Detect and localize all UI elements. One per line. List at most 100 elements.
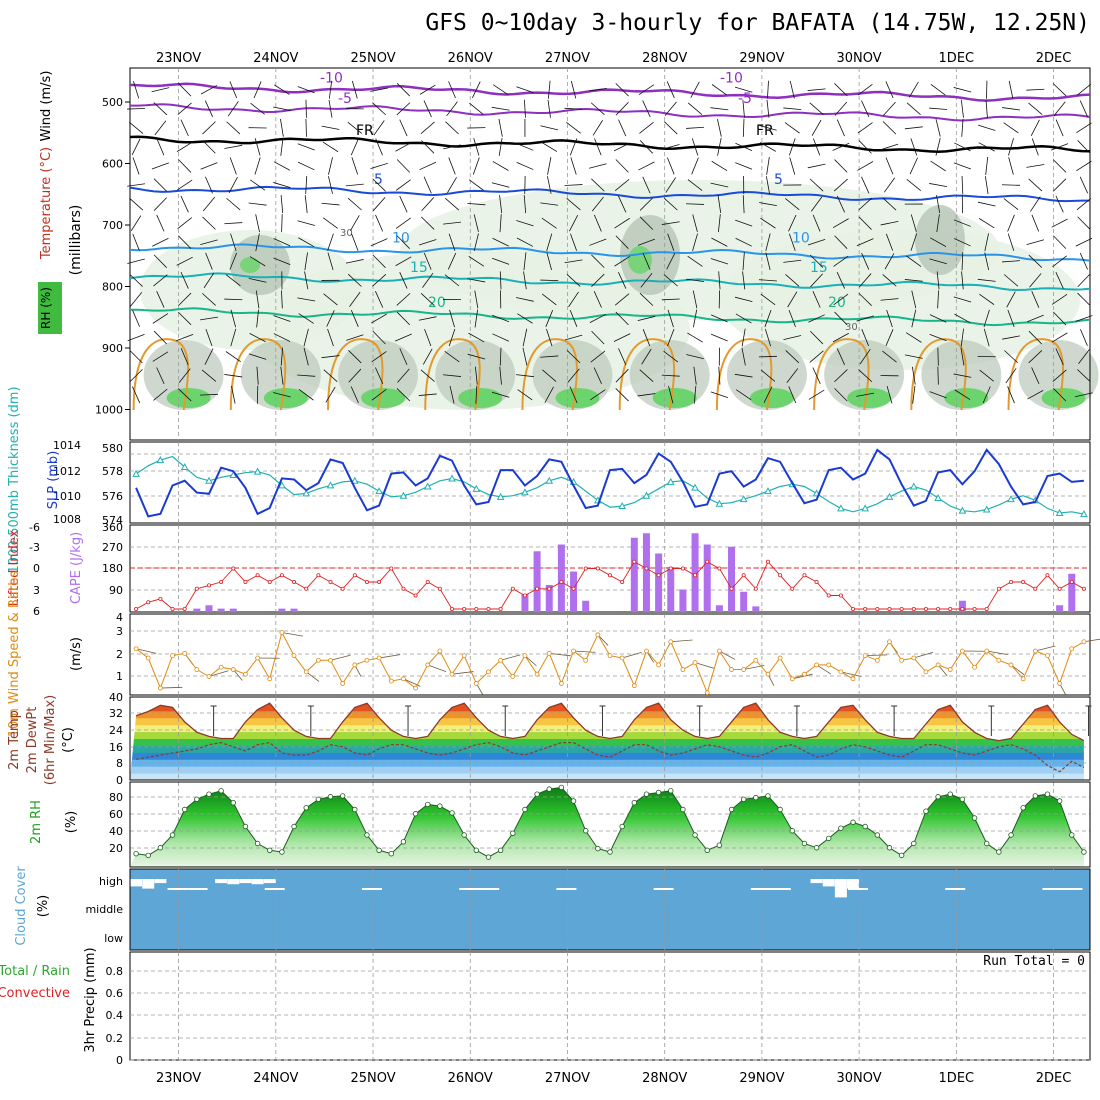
high-cloud-bar: [142, 879, 155, 889]
wind-barb: [178, 292, 192, 307]
wind-barb: [151, 87, 170, 93]
wind-barb: [225, 351, 241, 363]
wind-barb: [255, 290, 260, 309]
wind-barb: [224, 222, 243, 225]
wind-barb: [694, 662, 715, 669]
date-label-top: 29NOV: [739, 51, 784, 66]
wind-barb: [156, 367, 165, 385]
wind-barb: [859, 348, 871, 365]
wind-barb: [443, 144, 461, 150]
wind-barb: [1052, 369, 1067, 382]
wind-barb: [420, 121, 435, 135]
high-cloud-bar: [215, 879, 228, 884]
cape-bar: [715, 605, 723, 612]
wind-barb: [1078, 349, 1090, 365]
rh-point: [267, 847, 273, 853]
wind-barb: [856, 315, 874, 322]
wind-barb: [953, 219, 971, 227]
wind-barb: [254, 138, 261, 156]
lifted-index-point: [729, 586, 734, 591]
rh-point: [534, 791, 540, 797]
wind-barb: [540, 125, 559, 131]
wind-barb: [865, 654, 888, 657]
rh-point: [145, 852, 151, 859]
rh-point: [425, 801, 431, 808]
wind-barb: [1026, 88, 1045, 91]
wind-barb: [930, 84, 946, 96]
wind-barb: [886, 385, 893, 404]
wind-barb: [202, 196, 216, 212]
wind-barb: [132, 310, 140, 327]
wind-barb: [273, 315, 291, 322]
high-cloud-bar: [130, 879, 143, 887]
rh-point: [279, 849, 285, 855]
wind-barb: [566, 197, 581, 211]
wind-barb: [469, 102, 484, 115]
wind-barb: [639, 292, 654, 306]
wind-barb: [152, 351, 169, 362]
lifted-index-point: [996, 586, 1001, 591]
contour-label: -10: [720, 71, 743, 87]
wind-barb: [758, 279, 777, 282]
wind-barb: [395, 142, 412, 152]
lifted-index-point: [680, 566, 685, 571]
rh-point: [971, 815, 978, 821]
thickness-point: [837, 504, 845, 512]
wind-barb: [1076, 122, 1092, 134]
wind-barb: [326, 310, 335, 327]
wind-barb: [1077, 140, 1091, 154]
wind-barb: [248, 202, 267, 206]
wind-speed-point: [303, 669, 309, 675]
wind-barb: [593, 214, 602, 232]
wind-barb: [977, 201, 996, 207]
tick-label: -3: [29, 541, 40, 554]
wind-barb: [638, 161, 655, 171]
wind-barb: [597, 634, 609, 646]
wind-barb: [718, 214, 721, 233]
contour-label: -5: [738, 91, 752, 107]
wind-barb: [670, 639, 693, 643]
wind-barb: [491, 106, 510, 111]
wind-barb: [764, 309, 772, 328]
wind-barb: [249, 256, 266, 267]
rh-point: [886, 845, 893, 851]
wind-barb: [281, 214, 283, 233]
lifted-index-point: [377, 580, 382, 585]
wind-speed-point: [145, 655, 151, 661]
wind-speed-point: [352, 662, 358, 668]
lifted-index-point: [693, 573, 698, 578]
wind-barb: [351, 80, 358, 99]
wind-barb: [1083, 638, 1100, 643]
wind-barb: [396, 159, 410, 173]
lifted-index-point: [705, 559, 710, 564]
wind-barb: [717, 195, 722, 214]
wind-barb: [297, 86, 315, 94]
tick-label: 16: [109, 741, 123, 754]
lifted-index-point: [389, 566, 394, 571]
thickness-point: [715, 499, 724, 507]
wind-barb: [323, 217, 339, 229]
wind-barb: [1075, 315, 1093, 322]
wind-speed-point: [644, 648, 649, 654]
wind-barb: [547, 99, 551, 118]
rh-point: [510, 830, 516, 836]
wind-barb: [202, 121, 216, 135]
thickness-point: [180, 462, 189, 470]
wind-barb: [474, 366, 478, 385]
wind-barb: [615, 159, 629, 173]
rh-point: [473, 847, 480, 853]
wind-barb: [834, 388, 848, 402]
thickness-legend: 1000-500mb Thickness (dm): [7, 386, 22, 573]
wind-barb: [1077, 292, 1091, 307]
wind-barb: [591, 330, 605, 345]
tick-label: 578: [102, 465, 123, 478]
cape-bar: [1068, 573, 1076, 612]
high-cloud-bar: [263, 879, 276, 884]
wind-barb: [1052, 83, 1067, 97]
date-label-bottom: 1DEC: [939, 1071, 975, 1086]
wind-speed-point: [595, 632, 601, 638]
wind-barb: [350, 310, 359, 327]
wind-barb: [1007, 214, 1015, 232]
thickness-point: [326, 481, 335, 489]
wind-barb: [176, 334, 194, 342]
